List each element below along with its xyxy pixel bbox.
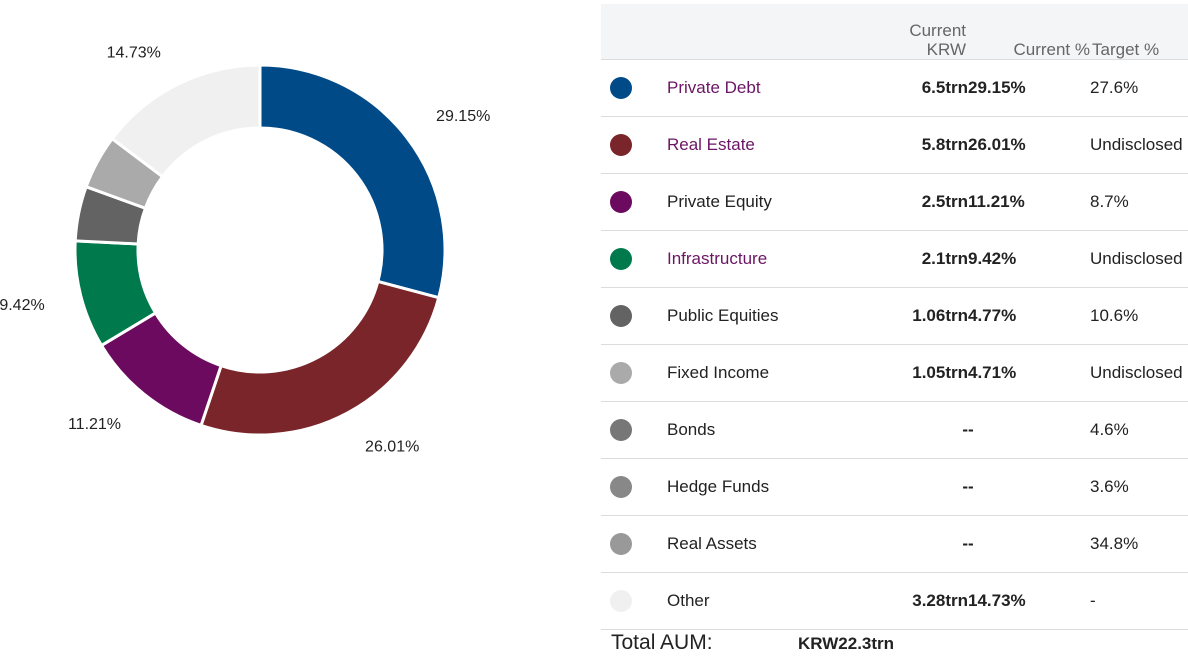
header-color: [601, 4, 667, 59]
current-krw: -: [962, 419, 968, 439]
current-krw: -: [962, 476, 968, 496]
header-current-pct: Current %: [1013, 39, 1090, 59]
current-pct: -: [968, 476, 974, 496]
current-krw: 5.8trn: [921, 134, 968, 154]
current-pct: -: [968, 533, 974, 553]
current-pct: 4.77%: [968, 305, 1017, 325]
legend-dot-icon: [610, 532, 632, 555]
table-row: Other 3.28trn 14.73% -: [601, 572, 1188, 629]
total-aum-label: Total AUM:: [611, 631, 713, 654]
asset-name: Public Equities: [667, 305, 779, 325]
asset-name[interactable]: Real Estate: [667, 134, 755, 154]
current-krw: 2.1trn: [921, 248, 968, 268]
table-row: Real Estate 5.8trn 26.01% Undisclosed: [601, 116, 1188, 173]
legend-dot-icon: [610, 247, 632, 270]
legend-dot-cell: [601, 230, 667, 287]
current-pct: -: [968, 419, 974, 439]
legend-dot-cell: [601, 344, 667, 401]
current-pct: 29.15%: [968, 77, 1026, 97]
header-current-krw: Current KRW: [909, 20, 966, 59]
target-pct: 3.6%: [1090, 476, 1129, 496]
legend-dot-icon: [610, 418, 632, 441]
legend-dot-icon: [610, 361, 632, 384]
current-krw: 6.5trn: [921, 77, 968, 97]
donut-slice: [110, 63, 262, 179]
table-row: Private Equity 2.5trn 11.21% 8.7%: [601, 173, 1188, 230]
current-pct: 14.73%: [968, 590, 1026, 610]
legend-dot-cell: [601, 515, 667, 572]
slice-data-label: 11.21%: [68, 416, 121, 433]
legend-dot-icon: [610, 304, 632, 327]
asset-name: Real Assets: [667, 533, 757, 553]
target-pct: 4.6%: [1090, 419, 1129, 439]
legend-dot-cell: [601, 572, 667, 629]
table-row: Infrastructure 2.1trn 9.42% Undisclosed: [601, 230, 1188, 287]
table-row: Fixed Income 1.05trn 4.71% Undisclosed: [601, 344, 1188, 401]
asset-name[interactable]: Private Debt: [667, 77, 761, 97]
slice-data-label: 14.73%: [107, 44, 161, 61]
table-row: Real Assets - - 34.8%: [601, 515, 1188, 572]
legend-dot-icon: [610, 190, 632, 213]
target-pct: 27.6%: [1090, 77, 1139, 97]
current-pct: 4.71%: [968, 362, 1017, 382]
legend-dot-cell: [601, 401, 667, 458]
asset-name: Bonds: [667, 419, 716, 439]
donut-slice: [199, 279, 441, 437]
current-krw: 3.28trn: [912, 590, 968, 610]
target-pct: 10.6%: [1090, 305, 1139, 325]
slice-data-label: 26.01%: [365, 439, 419, 456]
table-row: Private Debt 6.5trn 29.15% 27.6%: [601, 59, 1188, 116]
asset-name: Private Equity: [667, 191, 772, 211]
legend-dot-cell: [601, 116, 667, 173]
current-pct: 9.42%: [968, 248, 1017, 268]
target-pct: -: [1090, 590, 1096, 610]
current-krw: 1.06trn: [912, 305, 968, 325]
asset-name: Other: [667, 590, 710, 610]
table-row: Hedge Funds - - 3.6%: [601, 458, 1188, 515]
table-header-row: Current KRW Current % Target %: [601, 4, 1188, 59]
table-row: Public Equities 1.06trn 4.77% 10.6%: [601, 287, 1188, 344]
legend-dot-icon: [610, 133, 632, 156]
current-krw: -: [962, 533, 968, 553]
current-krw: 2.5trn: [921, 191, 968, 211]
legend-dot-icon: [610, 475, 632, 498]
target-pct: Undisclosed: [1090, 134, 1183, 154]
donut-slice: [258, 63, 447, 300]
legend-dot-cell: [601, 59, 667, 116]
header-target-pct: Target %: [1092, 39, 1160, 59]
target-pct: Undisclosed: [1090, 362, 1183, 382]
current-pct: 26.01%: [968, 134, 1026, 154]
legend-dot-cell: [601, 287, 667, 344]
allocation-table: Current KRW Current % Target % Private D…: [601, 4, 1188, 630]
current-pct: 11.21%: [968, 191, 1025, 211]
asset-name: Hedge Funds: [667, 476, 770, 496]
asset-name: Fixed Income: [667, 362, 770, 382]
legend-dot-cell: [601, 458, 667, 515]
slice-data-label: 29.15%: [436, 108, 490, 125]
total-aum-value: KRW22.3trn: [798, 634, 895, 653]
legend-dot-cell: [601, 173, 667, 230]
target-pct: Undisclosed: [1090, 248, 1183, 268]
total-aum-row: Total AUM: KRW22.3trn: [611, 629, 1171, 659]
slice-data-label: 9.42%: [0, 297, 45, 314]
header-asset: [667, 4, 832, 59]
current-krw: 1.05trn: [912, 362, 968, 382]
legend-dot-icon: [610, 76, 632, 99]
table-row: Bonds - - 4.6%: [601, 401, 1188, 458]
legend-dot-icon: [610, 589, 632, 612]
asset-name[interactable]: Infrastructure: [667, 248, 768, 268]
donut-svg: 29.15% 26.01% 11.21% 9.42% 14.73%: [0, 44, 490, 456]
target-pct: 8.7%: [1090, 191, 1129, 211]
target-pct: 34.8%: [1090, 533, 1139, 553]
donut-chart: 29.15% 26.01% 11.21% 9.42% 14.73%: [0, 0, 560, 672]
